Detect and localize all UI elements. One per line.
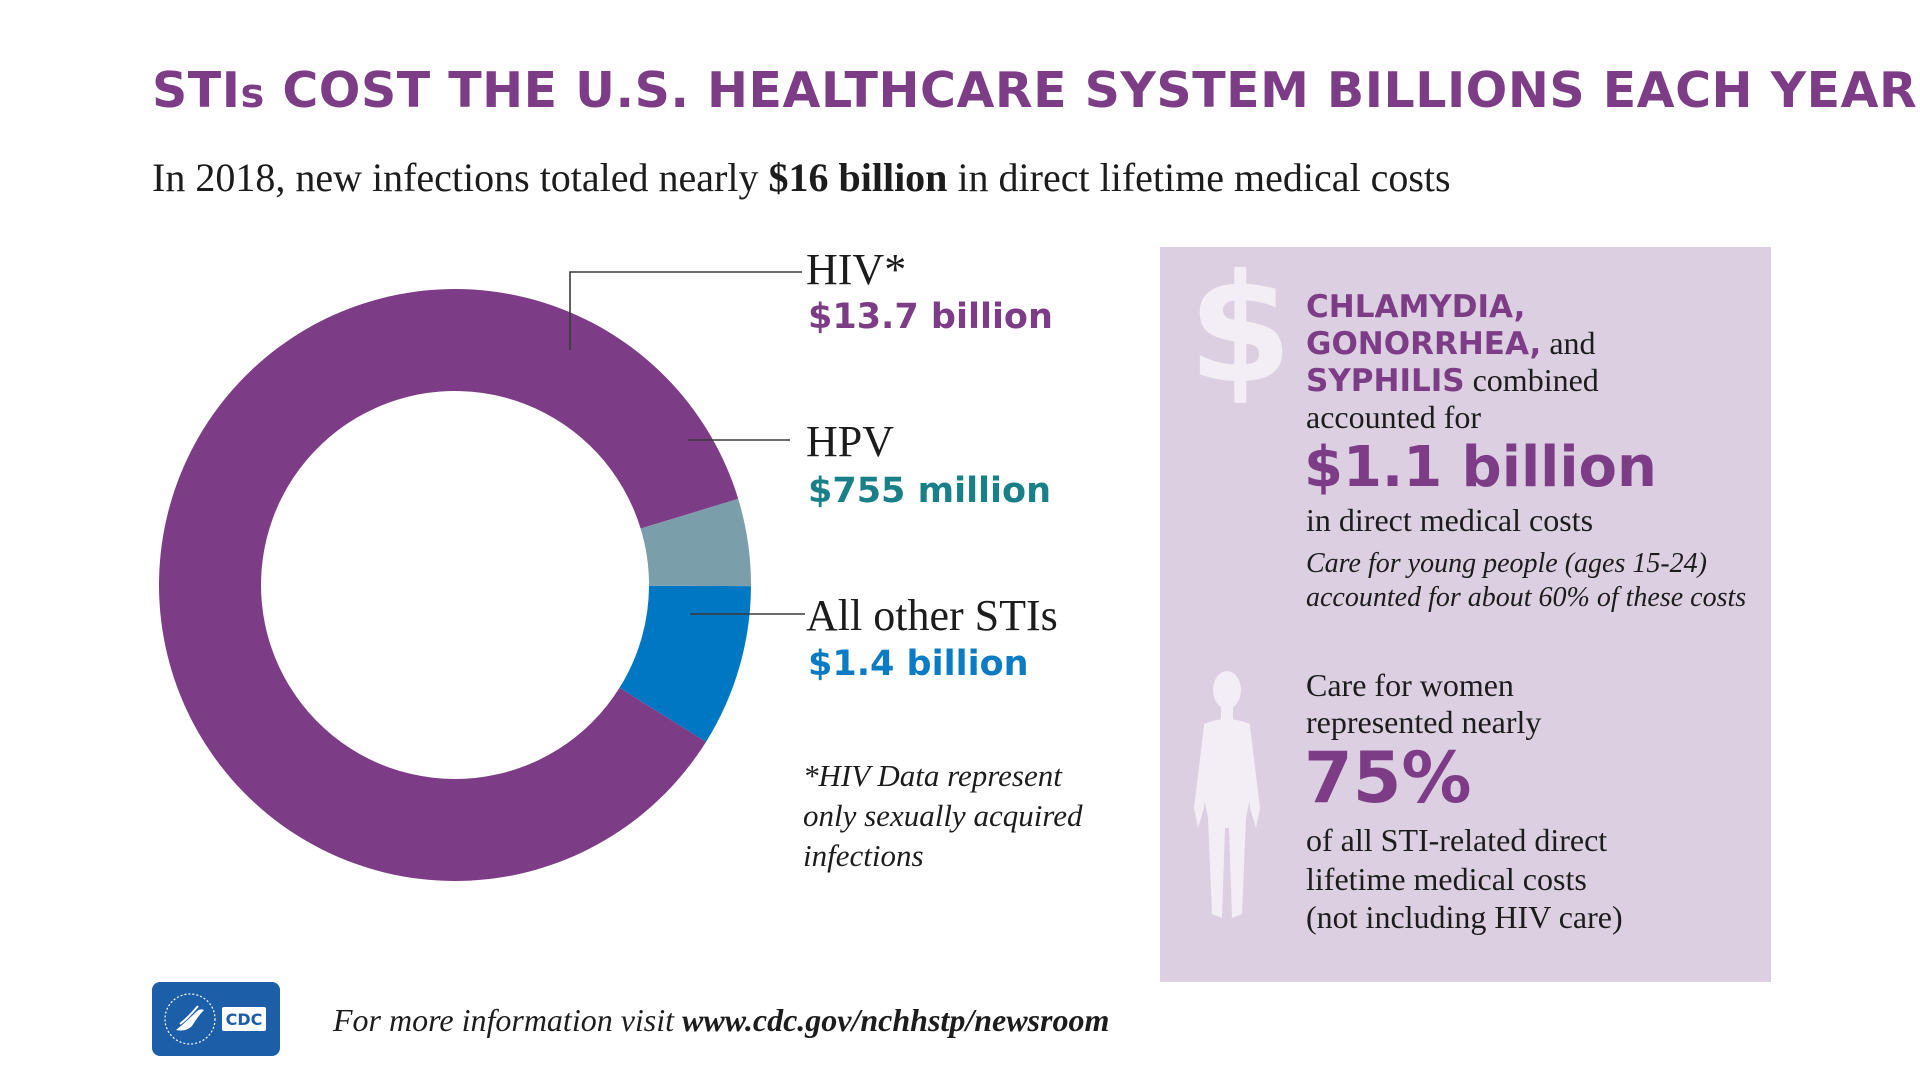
- person-icon: [1194, 671, 1260, 918]
- direct-costs-text: in direct medical costs: [1306, 502, 1594, 538]
- accounted-text: accounted for: [1306, 399, 1482, 435]
- donut-slice-other: [619, 585, 751, 742]
- page-title: STIs COST THE U.S. HEALTHCARE SYSTEM BIL…: [152, 62, 1918, 119]
- legend-name-hpv: HPV: [806, 417, 895, 466]
- total-cost: $16 billion: [768, 155, 948, 200]
- women-percent: 75%: [1304, 737, 1472, 819]
- syphilis-label: SYPHILIS combined: [1306, 362, 1599, 399]
- dollar-icon: $: [1188, 243, 1293, 417]
- info-panel: [1160, 247, 1771, 982]
- sti-costs-line2: lifetime medical costs: [1306, 861, 1587, 897]
- big-cost-value: $1.1 billion: [1304, 435, 1657, 500]
- young-people-line1: Care for young people (ages 15-24): [1306, 548, 1707, 579]
- legend-value-hiv: $13.7 billion: [808, 297, 1053, 337]
- newsroom-link[interactable]: www.cdc.gov/nchhstp/newsroom: [682, 1002, 1110, 1038]
- footer-info: For more information visit www.cdc.gov/n…: [333, 1002, 1110, 1038]
- women-line1: Care for women: [1306, 667, 1514, 703]
- hiv-footnote: *HIV Data represent only sexually acquir…: [803, 758, 1083, 873]
- donut-slice-hpv: [640, 498, 751, 587]
- hhs-eagle-icon: CDC: [164, 993, 266, 1045]
- chlamydia-label: CHLAMYDIA,: [1306, 289, 1526, 325]
- sti-costs-line3: (not including HIV care): [1306, 899, 1623, 935]
- cdc-logo-text: CDC: [226, 1010, 263, 1029]
- subtitle: In 2018, new infections totaled nearly $…: [152, 155, 1451, 200]
- young-people-line2: accounted for about 60% of these costs: [1306, 582, 1747, 613]
- gonorrhea-label: GONORRHEA, and: [1306, 325, 1596, 362]
- leader-line-hiv: [569, 271, 802, 350]
- women-line2: represented nearly: [1306, 704, 1542, 740]
- donut-slice-hiv: [159, 289, 739, 882]
- legend-value-other: $1.4 billion: [808, 644, 1029, 684]
- legend-name-hiv: HIV*: [806, 245, 907, 294]
- legend-name-other: All other STIs: [806, 591, 1058, 640]
- legend-value-hpv: $755 million: [808, 471, 1052, 511]
- sti-costs-line1: of all STI-related direct: [1306, 822, 1608, 858]
- cdc-logo[interactable]: CDC: [152, 982, 280, 1056]
